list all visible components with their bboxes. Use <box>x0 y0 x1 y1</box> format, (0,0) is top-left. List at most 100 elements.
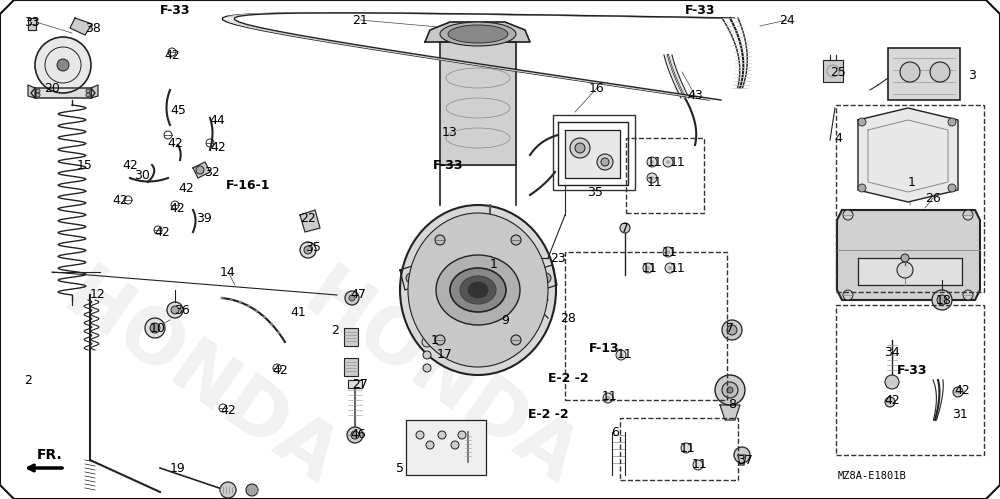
Text: 14: 14 <box>220 265 236 278</box>
Circle shape <box>349 295 355 301</box>
Circle shape <box>843 290 853 300</box>
Circle shape <box>722 320 742 340</box>
Text: 11: 11 <box>647 176 663 189</box>
Circle shape <box>897 262 913 278</box>
Text: 16: 16 <box>589 81 605 94</box>
Text: E-2 -2: E-2 -2 <box>528 409 568 422</box>
Bar <box>344 328 358 346</box>
Text: 42: 42 <box>210 141 226 154</box>
Circle shape <box>620 223 630 233</box>
Text: MZ8A-E1801B: MZ8A-E1801B <box>838 471 906 481</box>
Polygon shape <box>738 455 746 465</box>
Text: 22: 22 <box>300 212 316 225</box>
Circle shape <box>239 301 242 304</box>
Text: 21: 21 <box>352 13 368 26</box>
Circle shape <box>196 166 204 174</box>
Text: 1: 1 <box>431 333 439 346</box>
Text: 42: 42 <box>154 226 170 239</box>
Circle shape <box>484 234 496 246</box>
Bar <box>553 115 635 190</box>
Text: 15: 15 <box>77 159 93 172</box>
Circle shape <box>932 290 952 310</box>
Ellipse shape <box>460 276 496 304</box>
Text: 30: 30 <box>134 169 150 182</box>
Bar <box>620 418 738 480</box>
Circle shape <box>35 37 91 93</box>
Polygon shape <box>537 265 557 290</box>
Text: 11: 11 <box>662 246 678 258</box>
Bar <box>348 380 362 388</box>
Text: 36: 36 <box>174 303 190 316</box>
Text: 42: 42 <box>167 137 183 150</box>
Circle shape <box>499 312 511 324</box>
Text: 11: 11 <box>670 156 686 169</box>
Circle shape <box>603 393 613 403</box>
Polygon shape <box>425 22 530 42</box>
Circle shape <box>715 375 745 405</box>
Circle shape <box>693 460 703 470</box>
Bar <box>823 60 843 82</box>
Circle shape <box>646 266 650 270</box>
Circle shape <box>663 157 673 167</box>
Text: HONDA: HONDA <box>50 259 350 499</box>
Circle shape <box>426 441 434 449</box>
Ellipse shape <box>440 22 516 46</box>
Circle shape <box>145 318 165 338</box>
Circle shape <box>57 59 69 71</box>
Circle shape <box>458 431 466 439</box>
Text: 34: 34 <box>884 345 900 358</box>
Bar <box>565 252 727 400</box>
Text: 8: 8 <box>728 399 736 412</box>
Text: 41: 41 <box>290 306 306 319</box>
Polygon shape <box>858 258 962 285</box>
Circle shape <box>167 302 183 318</box>
Circle shape <box>953 387 963 397</box>
Bar <box>626 138 704 213</box>
Circle shape <box>304 246 312 254</box>
Text: 11: 11 <box>642 261 658 274</box>
Ellipse shape <box>436 255 520 325</box>
Circle shape <box>937 295 947 305</box>
Polygon shape <box>91 85 98 98</box>
Circle shape <box>650 160 654 164</box>
Circle shape <box>885 375 899 389</box>
Text: 32: 32 <box>204 166 220 179</box>
Circle shape <box>435 335 445 345</box>
Polygon shape <box>440 42 516 165</box>
Text: F-33: F-33 <box>685 3 715 16</box>
Circle shape <box>171 306 179 314</box>
Circle shape <box>246 484 258 496</box>
Circle shape <box>347 427 363 443</box>
Text: 42: 42 <box>112 194 128 207</box>
Text: 43: 43 <box>687 88 703 101</box>
Text: 11: 11 <box>670 261 686 274</box>
Text: F-13: F-13 <box>589 341 619 354</box>
Text: 35: 35 <box>305 241 321 253</box>
Bar <box>406 420 486 475</box>
Text: 23: 23 <box>550 251 566 264</box>
Text: HONDA: HONDA <box>290 259 590 499</box>
Circle shape <box>36 89 40 93</box>
Polygon shape <box>31 88 95 98</box>
Circle shape <box>722 382 738 398</box>
Text: 3: 3 <box>968 68 976 81</box>
Circle shape <box>345 291 359 305</box>
Circle shape <box>619 353 623 357</box>
Circle shape <box>647 157 657 167</box>
Circle shape <box>948 184 956 192</box>
Text: 10: 10 <box>150 321 166 334</box>
Text: 2: 2 <box>331 323 339 336</box>
Polygon shape <box>858 108 958 202</box>
Circle shape <box>406 273 416 283</box>
Circle shape <box>575 143 585 153</box>
Text: 42: 42 <box>164 48 180 61</box>
Text: 11: 11 <box>692 459 708 472</box>
Circle shape <box>734 447 750 463</box>
Polygon shape <box>400 265 420 290</box>
Circle shape <box>277 331 280 334</box>
Text: 42: 42 <box>272 363 288 377</box>
Text: 19: 19 <box>170 462 186 475</box>
Circle shape <box>901 254 909 262</box>
Text: 20: 20 <box>44 81 60 94</box>
Polygon shape <box>837 210 980 300</box>
